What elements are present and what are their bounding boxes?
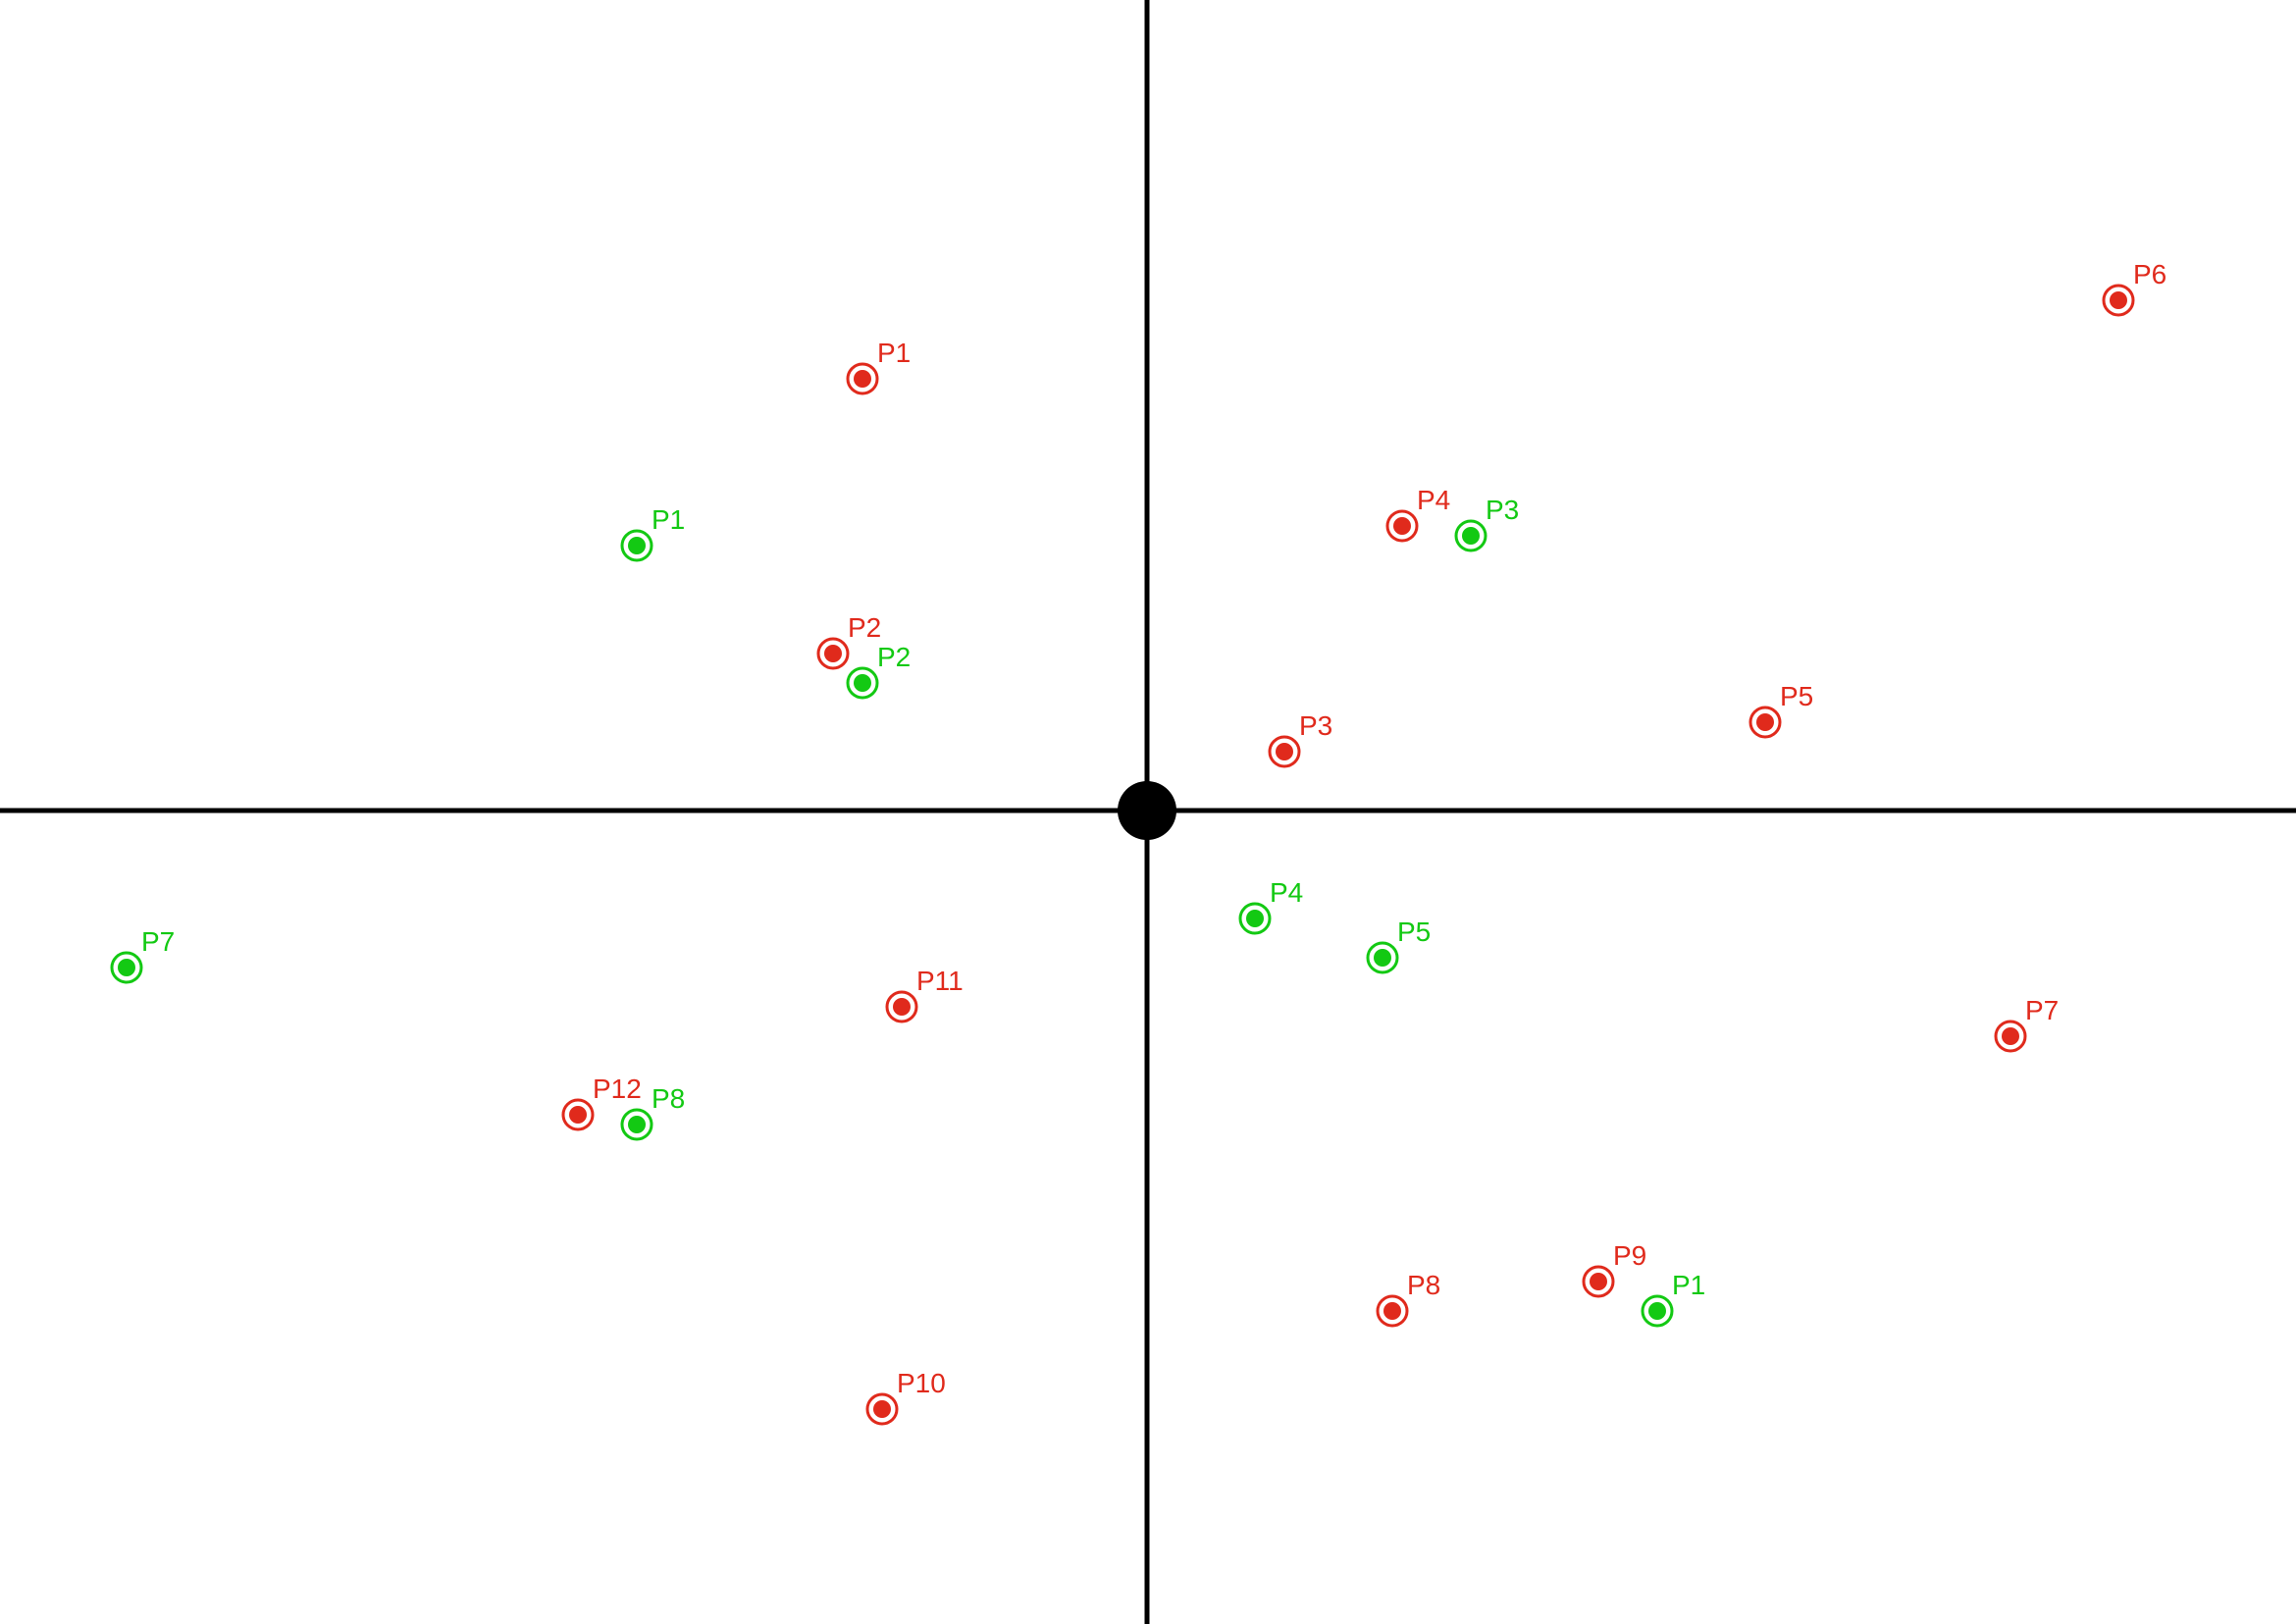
point-label: P5 (1780, 681, 1813, 711)
point-label: P3 (1486, 495, 1519, 525)
point-marker-dot (569, 1106, 587, 1124)
point-green-p1: P1 (1641, 1270, 1705, 1328)
point-label: P4 (1270, 877, 1303, 908)
point-marker-dot (1648, 1302, 1666, 1320)
point-label: P11 (916, 966, 964, 996)
point-green-p4: P4 (1238, 877, 1303, 935)
point-label: P7 (141, 926, 175, 957)
point-red-p8: P8 (1376, 1270, 1440, 1328)
point-marker-dot (873, 1400, 891, 1418)
point-label: P9 (1613, 1240, 1646, 1271)
point-label: P3 (1299, 710, 1332, 741)
point-label: P8 (1407, 1270, 1440, 1300)
point-label: P10 (897, 1368, 946, 1398)
point-label: P8 (652, 1083, 685, 1114)
point-marker-dot (628, 1116, 646, 1133)
point-marker-dot (1462, 527, 1480, 545)
point-red-p1: P1 (846, 338, 911, 395)
point-marker-dot (2002, 1027, 2019, 1045)
point-marker-dot (1756, 713, 1774, 731)
point-marker-dot (1276, 743, 1293, 760)
point-marker-dot (118, 959, 135, 976)
point-marker-dot (893, 998, 911, 1016)
point-label: P7 (2025, 995, 2059, 1025)
point-marker-dot (854, 370, 871, 388)
point-green-p8: P8 (620, 1083, 685, 1141)
point-red-p11: P11 (885, 966, 964, 1023)
point-label: P2 (848, 612, 881, 643)
point-label: P5 (1397, 917, 1431, 947)
point-red-p5: P5 (1748, 681, 1813, 739)
point-red-p2: P2 (816, 612, 881, 670)
point-label: P6 (2133, 259, 2166, 289)
point-marker-dot (1374, 949, 1391, 967)
point-red-p7: P7 (1994, 995, 2059, 1053)
point-green-p5: P5 (1366, 917, 1431, 974)
point-green-p1: P1 (620, 504, 685, 562)
point-label: P1 (1672, 1270, 1705, 1300)
point-red-p9: P9 (1582, 1240, 1646, 1298)
point-label: P1 (652, 504, 685, 535)
point-red-p3: P3 (1268, 710, 1332, 768)
origin-marker (1118, 781, 1176, 840)
point-label: P12 (593, 1074, 642, 1104)
point-marker-dot (854, 674, 871, 692)
point-marker-dot (628, 537, 646, 554)
point-marker-dot (1383, 1302, 1401, 1320)
point-red-p4: P4 (1385, 485, 1450, 543)
point-marker-dot (1393, 517, 1411, 535)
point-green-p2: P2 (846, 642, 911, 700)
point-green-p3: P3 (1454, 495, 1519, 552)
point-red-p6: P6 (2102, 259, 2166, 317)
point-label: P4 (1417, 485, 1450, 515)
point-red-p12: P12 (561, 1074, 642, 1131)
point-marker-dot (2110, 291, 2127, 309)
point-green-p7: P7 (110, 926, 175, 984)
point-red-p10: P10 (865, 1368, 946, 1426)
point-marker-dot (824, 645, 842, 662)
point-marker-dot (1246, 910, 1264, 927)
point-label: P2 (877, 642, 911, 672)
point-marker-dot (1590, 1273, 1607, 1290)
point-label: P1 (877, 338, 911, 368)
